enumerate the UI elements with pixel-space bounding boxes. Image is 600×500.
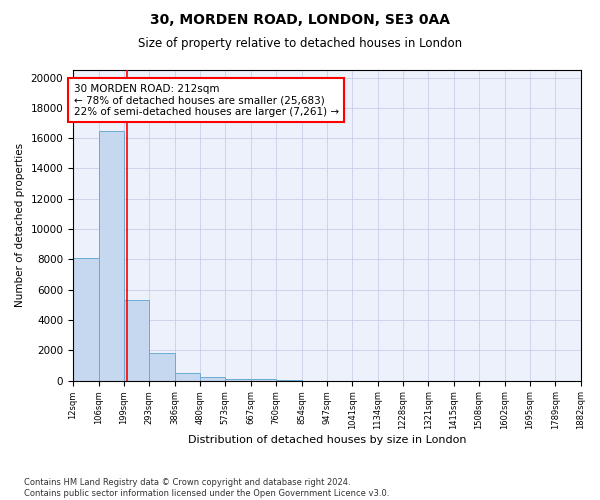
Y-axis label: Number of detached properties: Number of detached properties [15,143,25,308]
Text: 30, MORDEN ROAD, LONDON, SE3 0AA: 30, MORDEN ROAD, LONDON, SE3 0AA [150,12,450,26]
Text: Contains HM Land Registry data © Crown copyright and database right 2024.
Contai: Contains HM Land Registry data © Crown c… [24,478,389,498]
Bar [73,258,98,380]
Text: 30 MORDEN ROAD: 212sqm
← 78% of detached houses are smaller (25,683)
22% of semi: 30 MORDEN ROAD: 212sqm ← 78% of detached… [74,84,338,117]
Bar [124,300,149,380]
Bar [225,379,251,380]
Bar [175,373,200,380]
X-axis label: Distribution of detached houses by size in London: Distribution of detached houses by size … [188,435,466,445]
Bar [200,377,225,380]
Bar [149,354,175,380]
Text: Size of property relative to detached houses in London: Size of property relative to detached ho… [138,38,462,51]
Bar [98,130,124,380]
